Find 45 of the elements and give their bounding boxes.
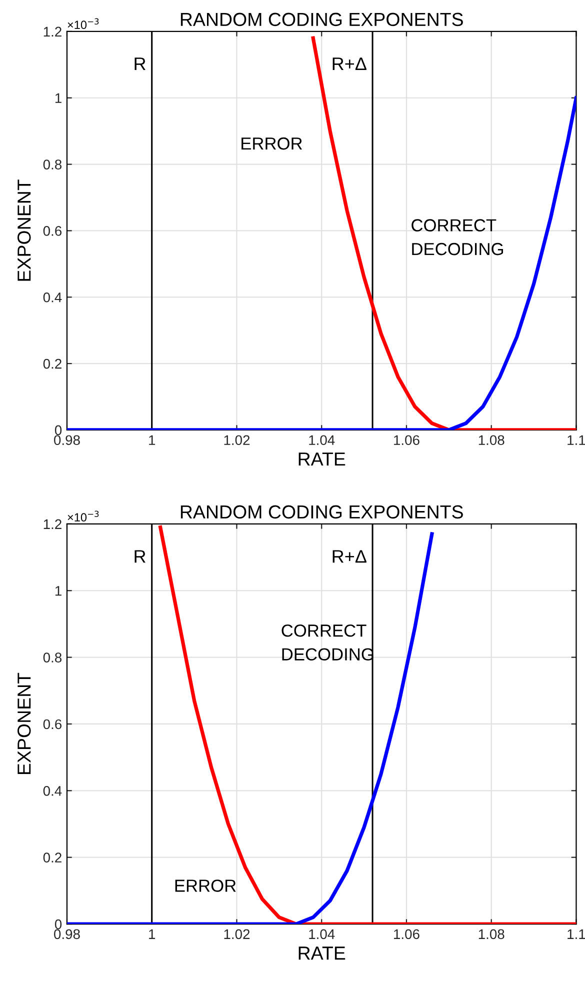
- x-tick-label: 0.98: [54, 435, 80, 446]
- y-tick-label: 0.4: [43, 786, 62, 796]
- text: ×10$^{−3}$: [68, 18, 99, 30]
- x-tick-label: 1.04: [309, 435, 335, 446]
- y-tick-label: 0.6: [43, 226, 62, 236]
- y-tick-label: 1.2: [44, 519, 62, 529]
- y-tick-label: 0: [54, 425, 62, 436]
- ref-line-label: R+Δ: [332, 550, 366, 563]
- ref-line-label: R+Δ: [332, 58, 366, 70]
- y-axis-title: EXPONENT: [18, 180, 31, 281]
- y-tick-label: 1: [55, 586, 62, 596]
- y-axis-title: EXPONENT: [18, 672, 31, 774]
- x-tick-label: 1.06: [394, 929, 420, 940]
- x-tick-label: 1.06: [394, 435, 420, 446]
- annotation: CORRECT DECODING: [412, 219, 503, 256]
- y-tick-label: 0: [54, 919, 62, 930]
- x-tick-label: 1.1: [568, 929, 585, 939]
- x-axis-title: RATE: [298, 452, 346, 466]
- y-tick-label: 1.2: [44, 26, 62, 36]
- y-tick-label: 0.4: [43, 292, 62, 302]
- x-tick-label: 1.08: [478, 435, 504, 446]
- x-tick-label: 1.02: [224, 929, 250, 940]
- x-tick-label: 1.02: [224, 435, 250, 446]
- x-tick-label: 1.1: [568, 435, 585, 445]
- chart-title: RANDOM CODING EXPONENTS: [180, 12, 463, 26]
- x-tick-label: 1: [149, 929, 156, 939]
- x-tick-label: 1.08: [478, 929, 504, 940]
- y-tick-label: 0.2: [43, 358, 62, 369]
- x-tick-label: 1: [149, 435, 156, 445]
- x-tick-label: 1.04: [309, 929, 335, 940]
- y-tick-label: 0.2: [43, 852, 62, 863]
- text: ×10$^{−3}$: [68, 510, 99, 522]
- chart-title: RANDOM CODING EXPONENTS: [180, 505, 463, 519]
- ref-line-label: R: [134, 58, 146, 70]
- y-tick-label: 0.8: [43, 160, 62, 170]
- annotation: ERROR: [175, 880, 236, 892]
- y-tick-label: 1: [55, 93, 62, 103]
- x-tick-label: 0.98: [54, 929, 80, 940]
- line-series: [66, 532, 434, 924]
- line-series: [311, 36, 576, 430]
- y-tick-label: 0.6: [43, 719, 62, 730]
- annotation: ERROR: [242, 137, 302, 150]
- x-axis-title: RATE: [298, 946, 346, 960]
- ref-line-label: R: [134, 550, 146, 563]
- y-tick-label: 0.8: [43, 652, 62, 662]
